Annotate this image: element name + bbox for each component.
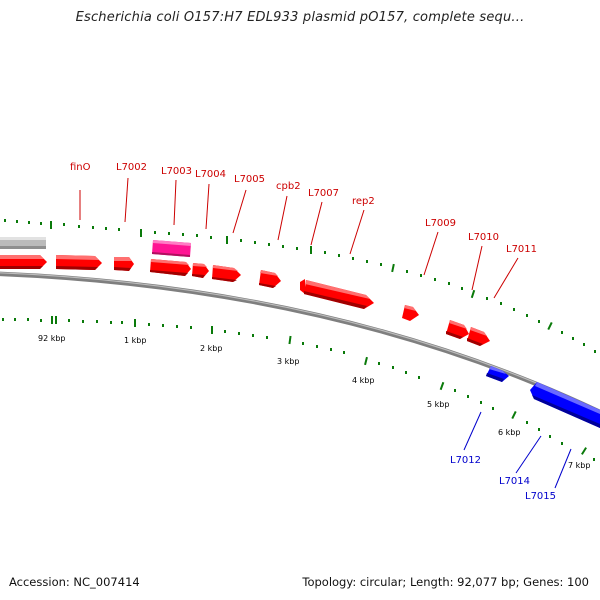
gene-label-L7002: L7002	[116, 162, 147, 173]
reverse-gene-track[interactable]	[486, 366, 600, 428]
gene-arrow-L7004[interactable]	[150, 259, 191, 276]
pink-feature[interactable]	[152, 240, 191, 257]
ruler-label-7kbp: 7 kbp	[568, 461, 590, 470]
gene-arrow-rep2[interactable]	[300, 279, 374, 309]
accession-label: Accession: NC_007414	[9, 575, 140, 589]
feature-track[interactable]	[0, 237, 191, 257]
gene-label-L7014: L7014	[499, 476, 530, 487]
gene-arrow-L7011[interactable]	[467, 327, 490, 346]
gene-label-L7007: L7007	[308, 188, 339, 199]
gene-label-L7012: L7012	[450, 455, 481, 466]
forward-gene-track[interactable]	[0, 255, 490, 346]
gray-feature[interactable]	[0, 237, 46, 249]
gene-label-L7011: L7011	[506, 244, 537, 255]
genome-stats-label: Topology: circular; Length: 92,077 bp; G…	[302, 575, 589, 589]
gene-arrow-L7002[interactable]	[56, 255, 102, 270]
gene-arrow-L7009[interactable]	[402, 305, 419, 321]
gene-arrow-L7007[interactable]	[259, 270, 281, 288]
map-title: Escherichia coli O157:H7 EDL933 plasmid …	[75, 10, 525, 25]
gene-arrow-L7005[interactable]	[192, 263, 209, 278]
gene-label-rep2: rep2	[352, 196, 375, 207]
gene-arrow-L7010[interactable]	[446, 320, 469, 339]
gene-arrow-L7003[interactable]	[114, 257, 134, 271]
backbone-highlight	[0, 272, 600, 412]
gene-arrow-L7014-L7015[interactable]	[530, 382, 600, 428]
gene-label-L7009: L7009	[425, 218, 456, 229]
ruler-label-4kbp: 4 kbp	[352, 376, 374, 385]
gene-label-L7005: L7005	[234, 174, 265, 185]
gene-labels: finO L7002 L7003 L7004 L7005 cpb2 L7007 …	[70, 162, 556, 502]
ruler-label-2kbp: 2 kbp	[200, 344, 222, 353]
gene-arrow-cpb2[interactable]	[212, 265, 241, 282]
ruler-labels: 92 kbp 1 kbp 2 kbp 3 kbp 4 kbp 5 kbp 6 k…	[38, 334, 590, 470]
ruler-label-6kbp: 6 kbp	[498, 428, 520, 437]
label-leader-lines	[79, 177, 572, 489]
gene-label-cpb2: cpb2	[276, 181, 301, 192]
outer-tick-ring	[4, 219, 596, 353]
gene-label-L7015: L7015	[525, 491, 556, 502]
ruler-label-5kbp: 5 kbp	[427, 400, 449, 409]
ruler-label-3kbp: 3 kbp	[277, 357, 299, 366]
inner-tick-ring	[2, 316, 595, 461]
gene-label-finO: finO	[70, 162, 91, 173]
gene-label-L7003: L7003	[161, 166, 192, 177]
gene-label-L7004: L7004	[195, 169, 226, 180]
backbone-track	[0, 271, 600, 415]
gene-arrow-finO[interactable]	[0, 255, 47, 269]
gene-arrow-L7012[interactable]	[486, 366, 509, 382]
ruler-label-92kbp: 92 kbp	[38, 334, 66, 343]
gene-label-L7010: L7010	[468, 232, 499, 243]
ruler-label-1kbp: 1 kbp	[124, 336, 146, 345]
